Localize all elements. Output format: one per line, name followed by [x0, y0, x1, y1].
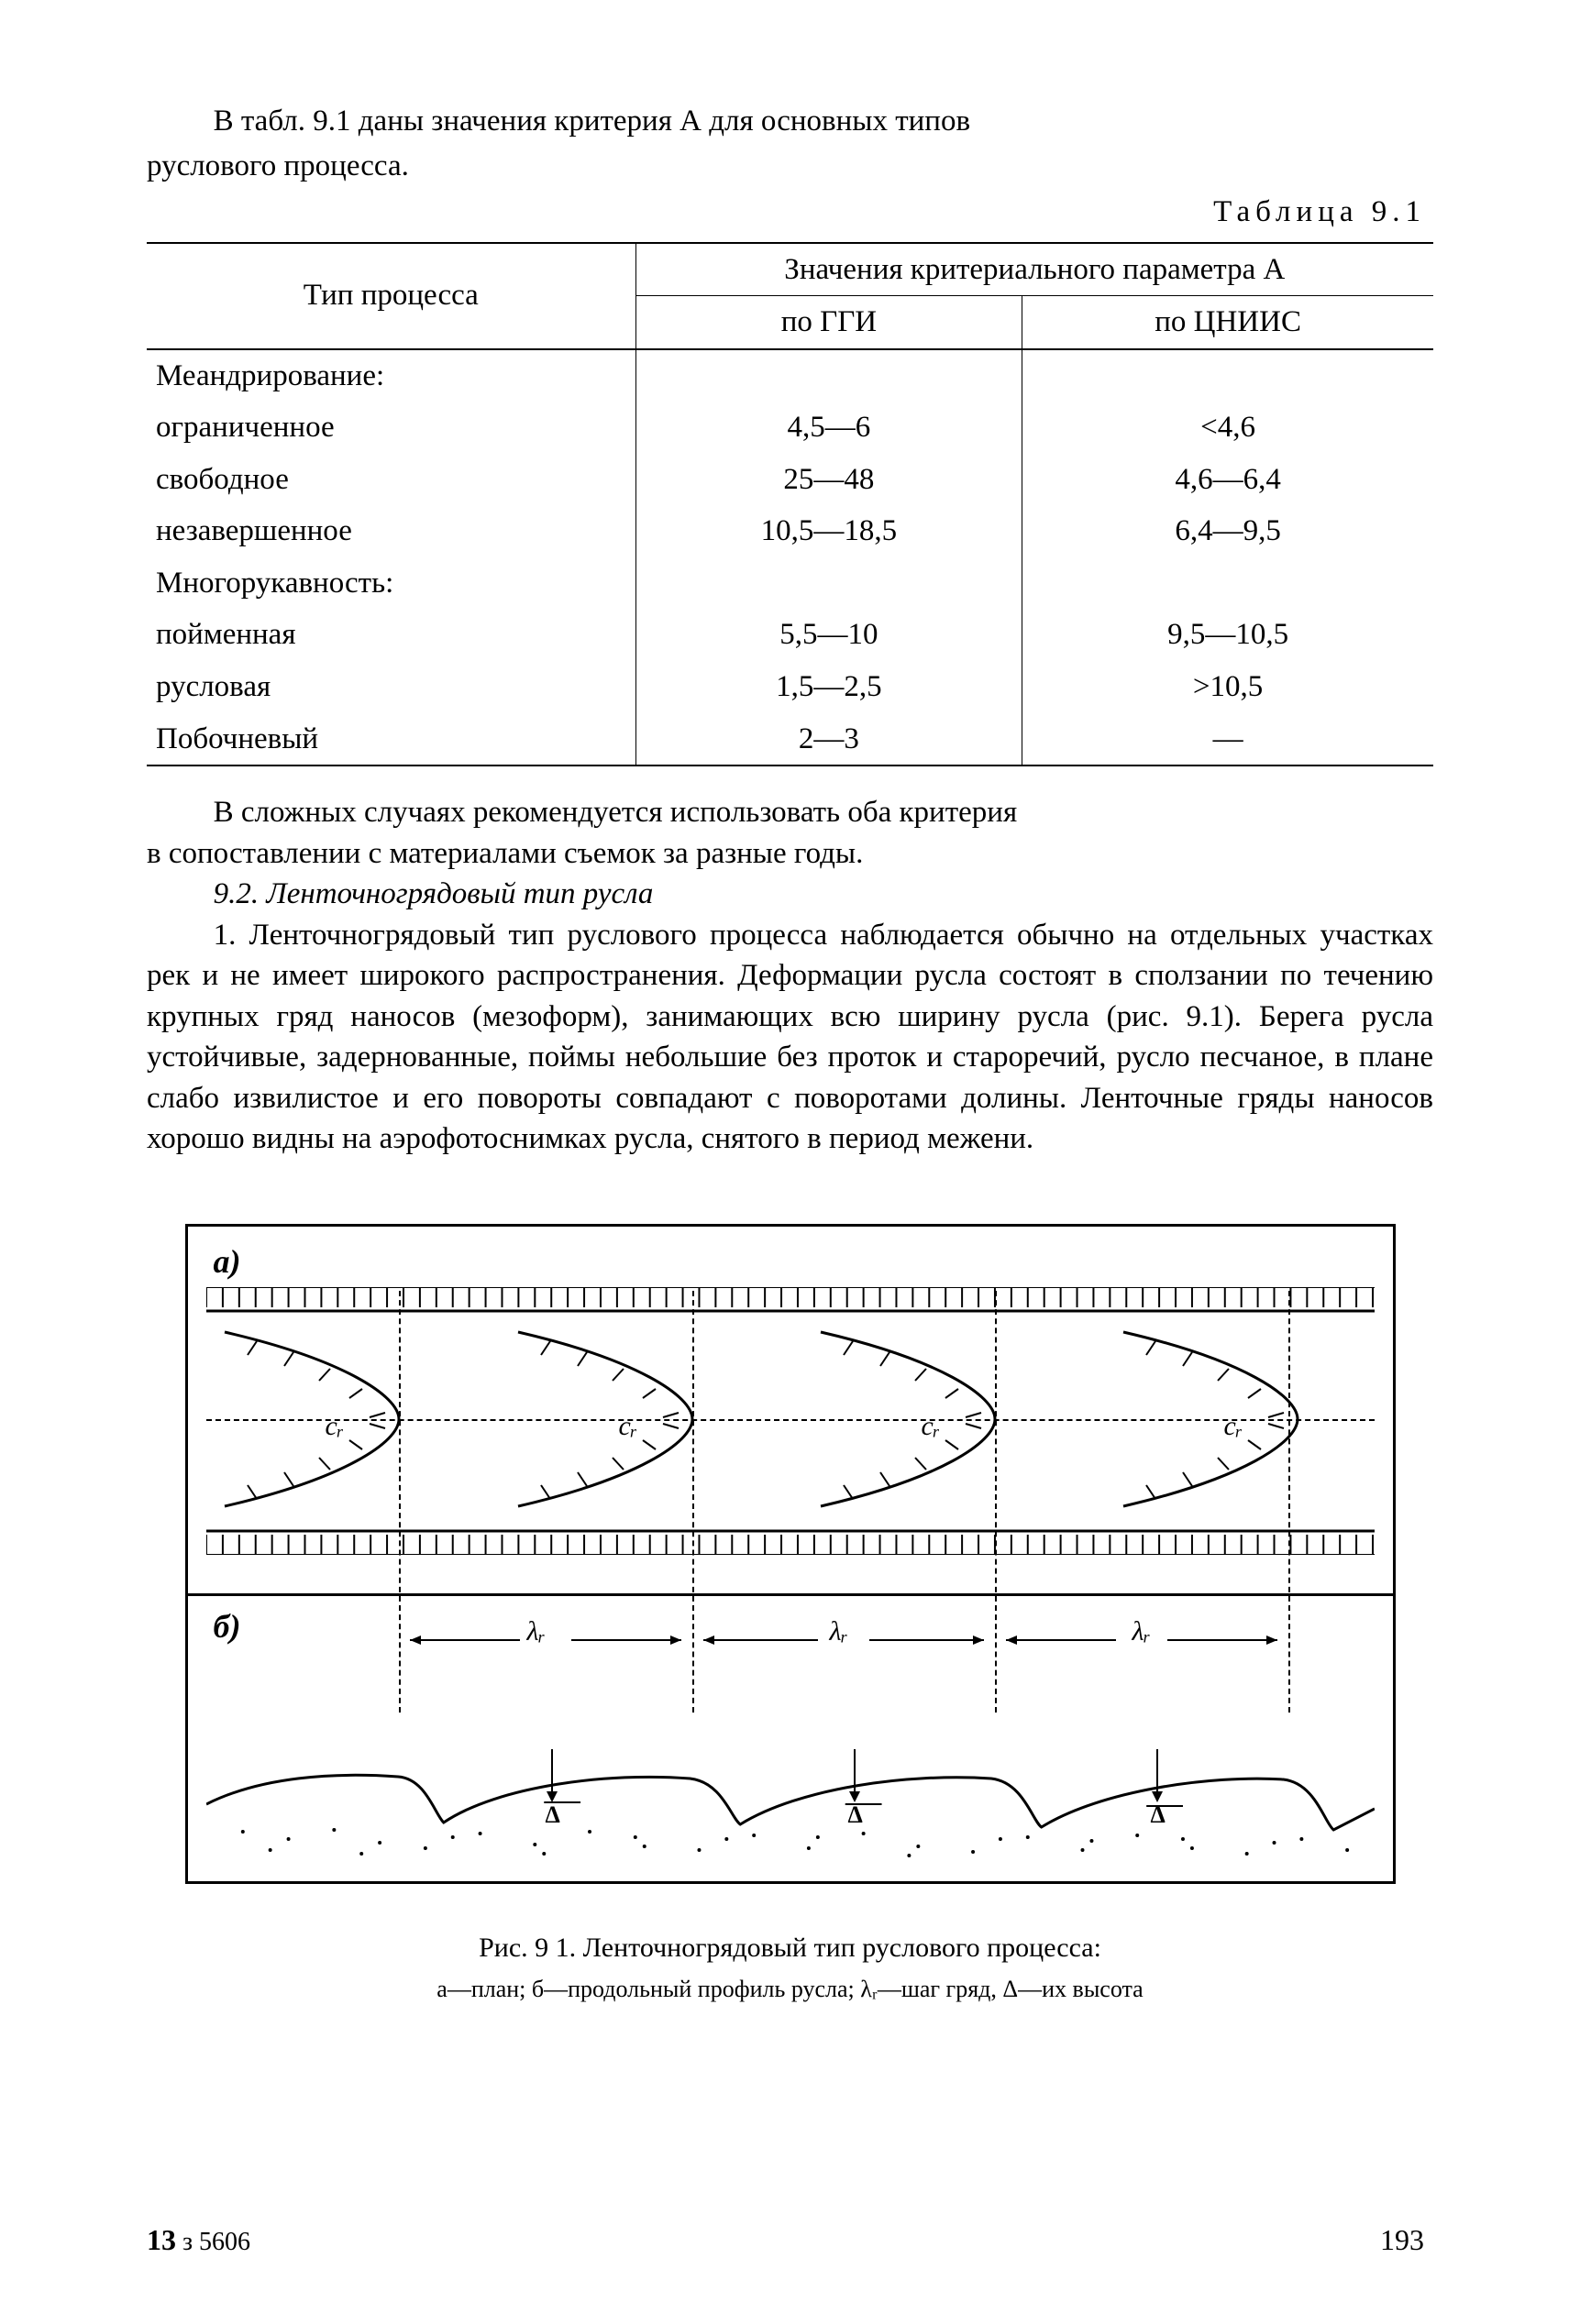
ridge-lobe [215, 1323, 426, 1515]
table-cell: 4,6—6,4 [1022, 454, 1433, 506]
figure-caption-sub: а—план; б—продольный профиль русла; λᵣ—ш… [185, 1973, 1396, 2005]
lambda-label: λᵣ [830, 1614, 848, 1651]
cr-label: cᵣ [922, 1408, 941, 1446]
figure-divider [188, 1593, 1393, 1596]
table-cell: <4,6 [1022, 402, 1433, 454]
table-cell: 5,5—10 [635, 609, 1022, 661]
table-cell: 25—48 [635, 454, 1022, 506]
table-cell: 4,5—6 [635, 402, 1022, 454]
table-row: Многорукавность: [147, 557, 635, 610]
ridge-lobe [812, 1323, 1022, 1515]
cr-label: cᵣ [326, 1408, 345, 1446]
figure-label-a: a) [214, 1239, 241, 1284]
delta-label: Δ [848, 1799, 863, 1831]
ridge-lobe [509, 1323, 720, 1515]
intro-line-1: В табл. 9.1 даны значения критерия А для… [147, 101, 1433, 142]
table-row: русловая [147, 661, 635, 713]
signature-bold: 13 [147, 2223, 176, 2256]
page-number: 193 [1380, 2220, 1424, 2260]
longitudinal-profile [206, 1722, 1375, 1859]
th-span: Значения критериального параметра А [635, 243, 1433, 296]
para-2: 1. Ленточногрядовый тип руслового процес… [147, 915, 1433, 1160]
th-process-type: Тип процесса [147, 243, 635, 349]
table-row: свободное [147, 454, 635, 506]
ridge-lobe [1114, 1323, 1325, 1515]
table-cell: 9,5—10,5 [1022, 609, 1433, 661]
signature-rest: з 5606 [176, 2228, 250, 2256]
table-cell: >10,5 [1022, 661, 1433, 713]
table-row: пойменная [147, 609, 635, 661]
section-title: 9.2. Ленточногрядовый тип русла [147, 874, 1433, 915]
intro-line-2: руслового процесса. [147, 146, 1433, 187]
table-cell [635, 557, 1022, 610]
cr-label: cᵣ [1224, 1408, 1243, 1446]
table-cell [1022, 557, 1433, 610]
table-cell: 6,4—9,5 [1022, 505, 1433, 557]
figure-label-b: б) [214, 1604, 241, 1649]
table-row: незавершенное [147, 505, 635, 557]
table-cell [1022, 349, 1433, 402]
table-cell: 2—3 [635, 713, 1022, 766]
top-bank-hatch [206, 1287, 1375, 1313]
table-cell: — [1022, 713, 1433, 766]
table-row: Побочневый [147, 713, 635, 766]
lambda-label: λᵣ [527, 1614, 546, 1651]
figure-caption-main: Рис. 9 1. Ленточногрядовый тип руслового… [185, 1930, 1396, 1967]
table-cell: 10,5—18,5 [635, 505, 1022, 557]
criteria-table: Тип процесса Значения критериального пар… [147, 242, 1433, 766]
cr-label: cᵣ [619, 1408, 638, 1446]
para-1a: В сложных случаях рекомендуется использо… [147, 792, 1433, 833]
th-ggi: по ГГИ [635, 296, 1022, 349]
para-1b: в сопоставлении с материалами съемок за … [147, 833, 1433, 875]
table-cell: 1,5—2,5 [635, 661, 1022, 713]
delta-label: Δ [546, 1799, 560, 1831]
table-row: Меандрирование: [147, 349, 635, 402]
table-cell [635, 349, 1022, 402]
bottom-bank-hatch [206, 1529, 1375, 1555]
delta-label: Δ [1151, 1799, 1166, 1831]
signature-mark: 13 з 5606 [147, 2220, 250, 2260]
table-caption: Таблица 9.1 [147, 192, 1426, 233]
figure-9-1: a) б) [185, 1224, 1396, 2005]
th-cniis: по ЦНИИС [1022, 296, 1433, 349]
lambda-label: λᵣ [1133, 1614, 1151, 1651]
table-row: ограниченное [147, 402, 635, 454]
